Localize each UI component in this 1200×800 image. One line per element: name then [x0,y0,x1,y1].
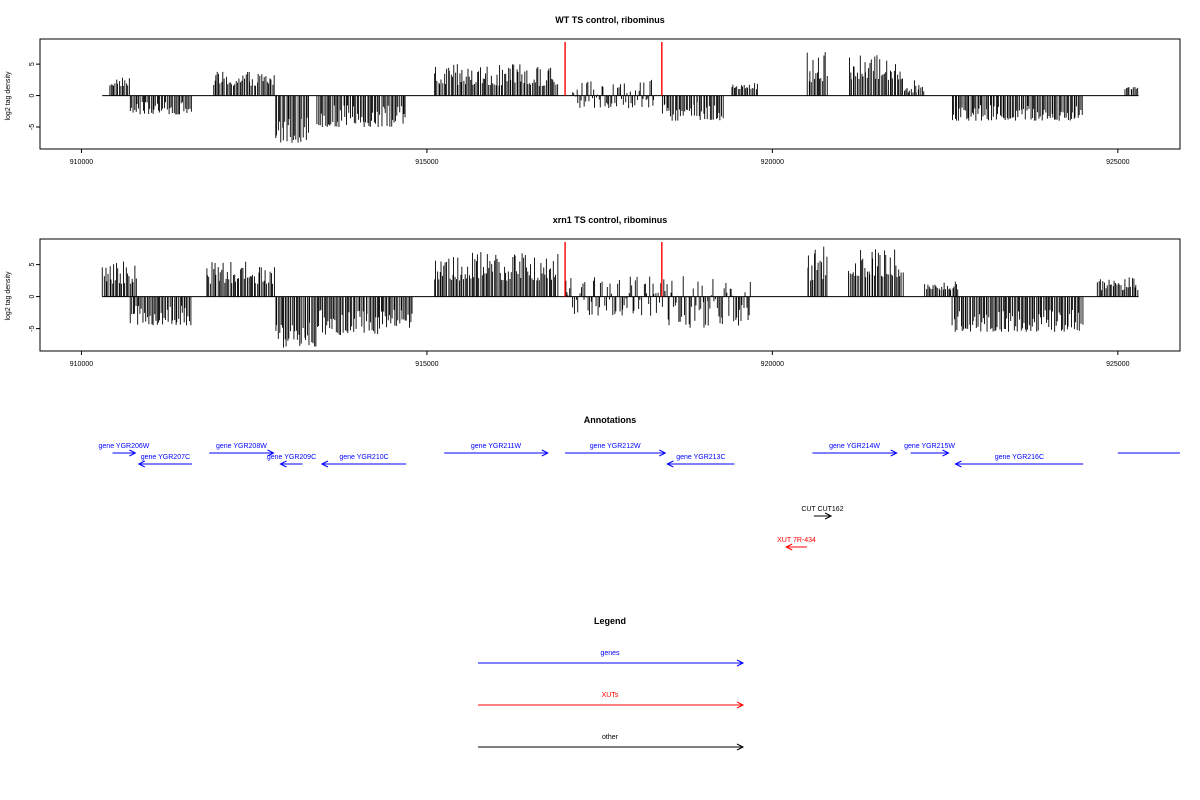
wt-track-bars [102,42,1139,143]
arrowhead [659,449,667,457]
legend-item: XUTs [478,692,745,709]
legend-items: genes XUTs other [478,650,745,751]
x-tick-label: 915000 [415,159,438,166]
legend-item: genes [478,650,745,667]
feature[interactable]: gene YGR210C [320,454,407,468]
feature[interactable]: gene YGR215W [904,443,955,457]
arrowhead [129,449,137,457]
x-tick-label: 920000 [761,361,784,368]
legend-item-label: other [602,734,619,741]
x-tick-label: 915000 [415,361,438,368]
legend-title: Legend [594,616,626,626]
arrowhead [279,460,287,468]
arrowhead [320,460,329,468]
arrowhead [541,449,549,457]
y-tick-label: 5 [29,263,36,267]
x-tick-label: 920000 [761,159,784,166]
x-tick-label: 925000 [1106,159,1129,166]
arrowhead [736,743,745,751]
feature[interactable]: XUT 7R-434 [777,537,816,551]
y-tick-label: -5 [29,325,36,331]
legend-item-label: XUTs [602,692,619,699]
arrowhead [736,701,745,709]
feature-label: gene YGR215W [904,443,955,450]
wt-track-panel: WT TS control, ribominus log2 tag densit… [5,15,1181,166]
y-tick-label: 5 [29,62,36,66]
feature-label: XUT 7R-434 [777,537,816,544]
x-tick-label: 925000 [1106,361,1129,368]
wt-track-frame [39,38,1181,150]
xrn1-track-panel: xrn1 TS control, ribominus log2 tag dens… [5,215,1181,368]
arrowhead [942,449,950,457]
x-tick-label: 910000 [70,361,93,368]
arrowhead [666,460,674,468]
xrn1-track-axes: 910000 915000 920000 925000 -5 0 5 [29,263,1130,368]
feature[interactable]: gene YGR211W [444,443,549,457]
arrowhead [137,460,146,468]
feature-label: CUT CUT162 [801,506,843,513]
wt-track-axes: 910000 915000 920000 925000 -5 0 5 [29,62,1130,166]
feature[interactable]: gene YGR216C [954,454,1084,468]
xrn1-track-frame [39,238,1181,352]
feature[interactable]: gene YGR208W [209,443,275,457]
feature-label: gene YGR214W [829,443,880,450]
x-tick-label: 910000 [70,159,93,166]
feature[interactable]: gene YGR213C [666,454,735,468]
feature[interactable]: gene YGR207C [137,454,192,468]
feature-label: gene YGR208W [216,443,267,450]
annotations-panel: Annotations gene YGR206W gene YGR207C gene… [99,415,1180,551]
feature[interactable]: gene YGR212W [565,443,667,457]
feature-label: gene YGR211W [471,443,522,450]
xrn1-track-title: xrn1 TS control, ribominus [553,215,668,225]
xrn1-track-ylabel: log2 tag density [5,271,12,321]
arrowhead [736,659,745,667]
arrowhead [785,543,793,551]
feature[interactable]: CUT CUT162 [801,506,844,520]
arrowhead [890,449,898,457]
y-tick-label: 0 [29,295,36,299]
legend-panel: Legend genes XUTs other [478,616,745,751]
arrowhead [954,460,962,468]
arrowhead [824,512,833,520]
annotations-title: Annotations [584,415,637,425]
xrn1-track-bars [101,242,1139,348]
y-tick-label: 0 [29,94,36,98]
feature[interactable]: gene YGR214W [812,443,898,457]
feature-label: gene YGR206W [99,443,150,450]
feature-label: gene YGR216C [995,454,1044,461]
wt-track-title: WT TS control, ribominus [555,15,665,25]
feature-label: gene YGR210C [339,454,388,461]
feature[interactable]: gene YGR209C [267,454,316,468]
legend-item-label: genes [600,650,620,657]
legend-item: other [478,734,745,751]
arrowhead [267,449,275,457]
feature[interactable]: gene YGR206W [99,443,150,457]
feature-label: gene YGR207C [141,454,190,461]
y-tick-label: -5 [29,124,36,130]
feature-label: gene YGR209C [267,454,316,461]
wt-track-ylabel: log2 tag density [5,71,12,121]
feature-label: gene YGR212W [590,443,641,450]
feature-label: gene YGR213C [676,454,725,461]
